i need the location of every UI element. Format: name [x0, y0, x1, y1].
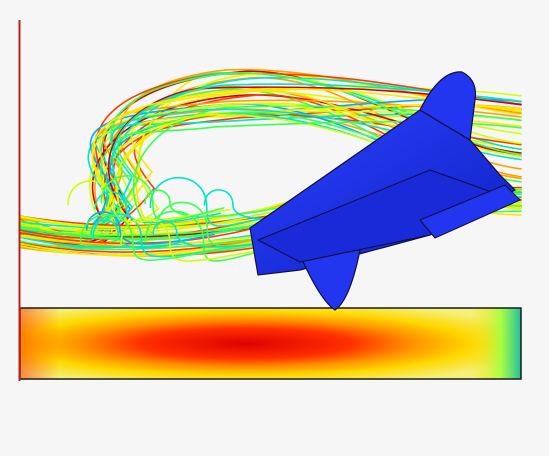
streamline	[79, 213, 236, 261]
streamline	[90, 219, 190, 249]
ground-heatmap	[19, 307, 522, 380]
streamline	[19, 86, 522, 245]
streamline	[19, 105, 522, 250]
blue-body	[249, 71, 521, 311]
streamline	[152, 220, 290, 248]
streamline	[149, 176, 292, 227]
streamline	[85, 211, 215, 245]
streamline	[144, 210, 280, 262]
streamline	[100, 175, 225, 222]
streamline	[92, 213, 251, 258]
streamline	[67, 180, 231, 223]
